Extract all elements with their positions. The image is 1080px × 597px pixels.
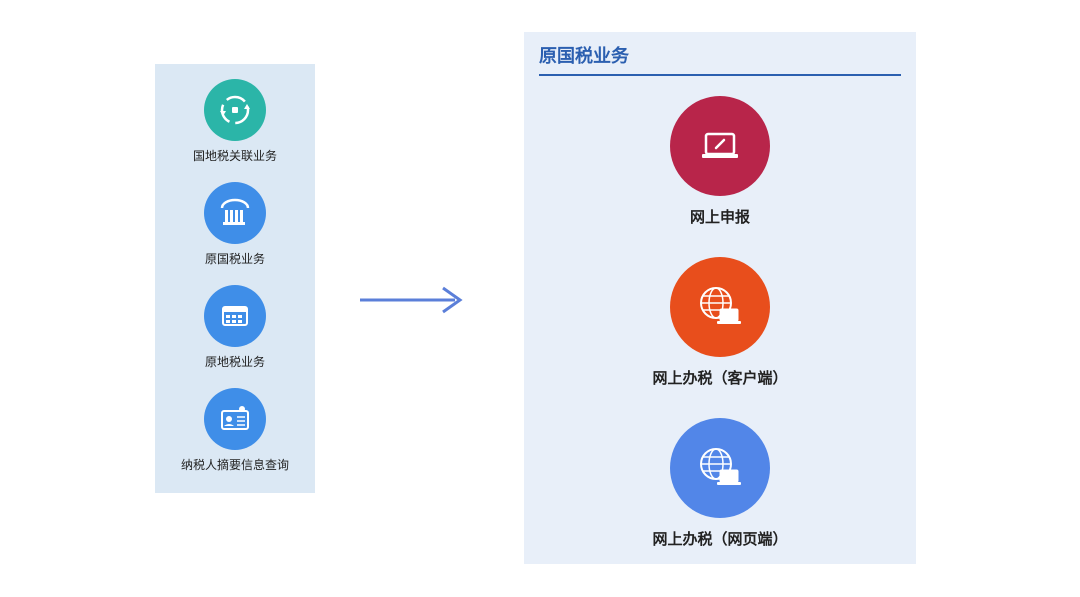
globe-laptop-icon xyxy=(670,257,770,357)
left-menu-item-linked-tax[interactable]: 国地税关联业务 xyxy=(193,79,277,164)
left-menu-item-local-tax[interactable]: 原地税业务 xyxy=(204,285,266,370)
left-menu-label: 国地税关联业务 xyxy=(193,147,277,164)
card-icon xyxy=(204,388,266,450)
right-item-label: 网上申报 xyxy=(690,206,750,227)
right-panel-title: 原国税业务 xyxy=(539,42,901,76)
flow-arrow xyxy=(355,280,475,320)
right-items-container: 网上申报 网上办税（客户端） xyxy=(539,96,901,549)
left-menu-label: 纳税人摘要信息查询 xyxy=(181,456,289,473)
recycle-icon xyxy=(204,79,266,141)
building-icon xyxy=(204,182,266,244)
right-item-label: 网上办税（网页端） xyxy=(652,528,787,549)
left-menu-label: 原国税业务 xyxy=(205,250,265,267)
left-menu-label: 原地税业务 xyxy=(205,353,265,370)
left-menu-item-national-tax[interactable]: 原国税业务 xyxy=(204,182,266,267)
right-detail-panel: 原国税业务 网上申报 xyxy=(520,28,920,568)
left-menu-item-taxpayer-info[interactable]: 纳税人摘要信息查询 xyxy=(181,388,289,473)
right-item-online-declare[interactable]: 网上申报 xyxy=(670,96,770,227)
laptop-icon xyxy=(670,96,770,196)
right-item-label: 网上办税（客户端） xyxy=(652,367,787,388)
left-menu-panel: 国地税关联业务 原国税业务 xyxy=(155,64,315,493)
globe-laptop-icon xyxy=(670,418,770,518)
right-item-online-tax-client[interactable]: 网上办税（客户端） xyxy=(652,257,787,388)
grid-icon xyxy=(204,285,266,347)
right-item-online-tax-web[interactable]: 网上办税（网页端） xyxy=(652,418,787,549)
